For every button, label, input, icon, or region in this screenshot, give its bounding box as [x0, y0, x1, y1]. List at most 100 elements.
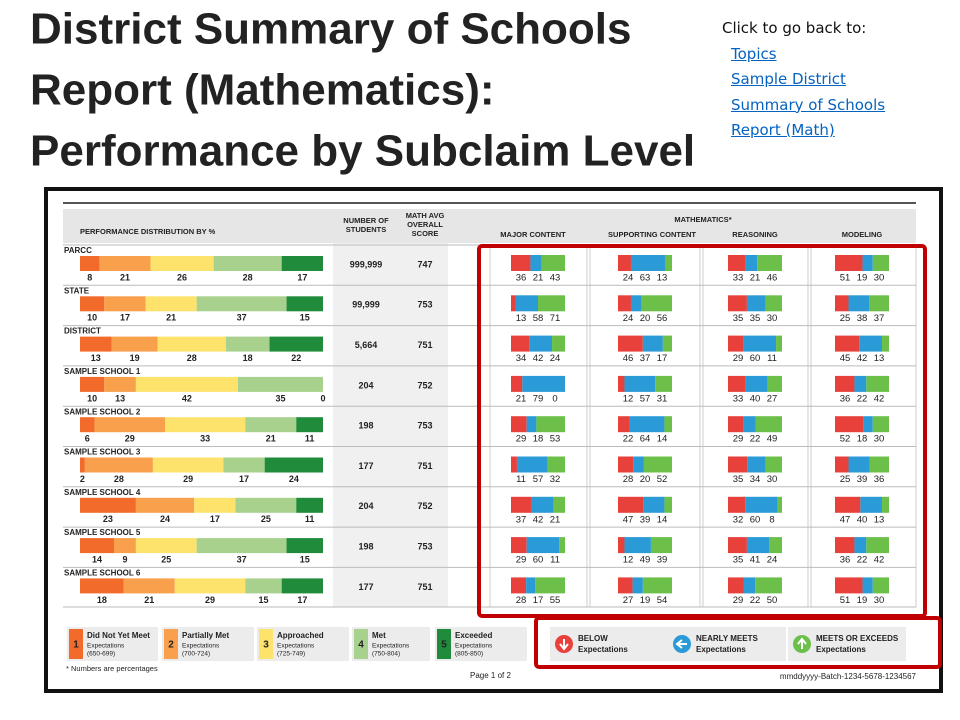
distribution-label: 9: [122, 554, 127, 564]
row-name: SAMPLE SCHOOL 4: [64, 488, 141, 497]
subclaim-segment: [511, 456, 517, 473]
subclaim-label: 11: [516, 474, 526, 485]
distribution-label: 6: [85, 434, 90, 444]
header: PERFORMANCE DISTRIBUTION BY %: [80, 227, 216, 236]
distribution-label: 42: [182, 393, 192, 403]
distribution-label: 10: [87, 313, 97, 323]
legend-note: Expectations: [182, 643, 220, 650]
subclaim-segment: [863, 416, 873, 433]
distribution-label: 21: [166, 313, 176, 323]
subclaim-segment: [643, 496, 665, 513]
legend-swatch: [164, 629, 178, 659]
subclaim-label: 37: [874, 313, 885, 324]
legend-range: (700-724): [182, 651, 210, 658]
subclaim-segment: [743, 335, 777, 352]
legend-name: Approached: [277, 631, 324, 640]
distribution-label: 29: [205, 595, 215, 605]
distribution-segment: [80, 457, 85, 473]
indicator-name: BELOW: [578, 634, 608, 643]
subclaim-label: 56: [657, 313, 668, 324]
distribution-label: 21: [266, 434, 276, 444]
subclaim-label: 14: [657, 514, 668, 525]
subclaim-label: 29: [733, 595, 744, 606]
subclaim-label: 47: [840, 514, 851, 525]
subclaim-segment: [535, 577, 565, 594]
row-name: SAMPLE SCHOOL 3: [64, 448, 141, 457]
distribution-label: 37: [237, 554, 247, 564]
subclaim-label: 30: [767, 474, 778, 485]
legend-name: Did Not Yet Meet: [87, 631, 150, 640]
indicator-name: MEETS OR EXCEEDS: [816, 634, 899, 643]
subclaim-label: 20: [640, 313, 651, 324]
distribution-label: 37: [237, 313, 247, 323]
distribution-segment: [80, 296, 105, 312]
row-name: SAMPLE SCHOOL 6: [64, 569, 141, 578]
score: 753: [417, 300, 432, 310]
distribution-label: 17: [210, 514, 220, 524]
distribution-segment: [194, 497, 236, 513]
distribution-label: 15: [300, 554, 310, 564]
subclaim-label: 34: [516, 353, 527, 364]
legend-number: 4: [358, 640, 364, 651]
legend-note: Expectations: [87, 643, 125, 650]
indicator-arrow: [675, 639, 687, 649]
distribution-label: 26: [177, 272, 187, 282]
subclaim-label: 24: [623, 313, 634, 324]
subclaim-label: 36: [874, 474, 885, 485]
students: 204: [358, 501, 373, 511]
subclaim-segment: [629, 416, 665, 433]
legend-range: (725-749): [277, 651, 305, 658]
distribution-label: 25: [261, 514, 271, 524]
subclaim-segment: [747, 456, 766, 473]
row-name: SAMPLE SCHOOL 1: [64, 367, 141, 376]
distribution-label: 23: [103, 514, 113, 524]
subclaim-label: 21: [750, 273, 761, 284]
subclaim-label: 30: [874, 273, 885, 284]
subclaim-label: 29: [733, 434, 744, 445]
indicator-arrow: [797, 637, 807, 649]
distribution-segment: [245, 417, 297, 433]
distribution-label: 11: [305, 514, 315, 524]
subclaim-label: 21: [550, 514, 561, 525]
subclaim-segment: [618, 456, 634, 473]
distribution-segment: [104, 376, 136, 392]
nav-prompt: Click to go back to:: [722, 19, 867, 37]
subclaim-segment: [728, 537, 747, 554]
subclaim-segment: [538, 295, 565, 312]
nav-link[interactable]: Sample District Summary of Schools Repor…: [731, 70, 886, 139]
subclaim-label: 13: [516, 313, 527, 324]
subclaim-label: 46: [623, 353, 634, 364]
subclaim-segment: [745, 496, 778, 513]
number-columns: [333, 243, 448, 607]
legend-number: 1: [73, 640, 79, 651]
subclaim-segment: [769, 537, 782, 554]
subclaim-segment: [618, 537, 625, 554]
subclaim-label: 0: [552, 393, 557, 404]
subclaim-segment: [765, 456, 782, 473]
subclaim-segment: [859, 335, 882, 352]
subclaim-label: 40: [857, 514, 868, 525]
subclaim-segment: [743, 416, 756, 433]
distribution-label: 17: [297, 272, 307, 282]
subclaim-segment: [650, 537, 672, 554]
subclaim-label: 71: [550, 313, 561, 324]
subclaim-segment: [511, 416, 527, 433]
subclaim-segment: [743, 577, 756, 594]
subclaim-segment: [630, 255, 665, 271]
subclaim-segment: [642, 577, 672, 594]
subclaim-label: 22: [623, 434, 634, 445]
subclaim-segment: [835, 375, 855, 392]
students: 204: [358, 380, 373, 390]
students: 198: [358, 421, 373, 431]
subclaim-label: 42: [533, 514, 544, 525]
nav-link[interactable]: Topics: [731, 44, 777, 63]
distribution-segment: [94, 417, 166, 433]
subclaim-label: 57: [533, 474, 544, 485]
students: 198: [358, 541, 373, 551]
subclaim-label: 43: [550, 273, 561, 284]
distribution-label: 24: [289, 474, 299, 484]
distribution-label: 33: [200, 434, 210, 444]
subclaim-segment: [515, 295, 538, 312]
distribution-label: 18: [97, 595, 107, 605]
legend-swatch: [259, 629, 273, 659]
